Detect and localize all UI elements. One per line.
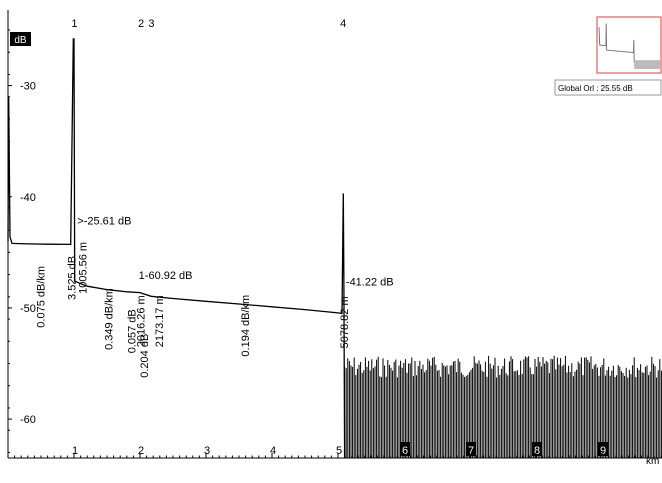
overview-noise xyxy=(634,60,660,69)
x-tick-label-bg xyxy=(598,442,608,456)
y-tick-label: -30 xyxy=(20,81,36,93)
annotation-label: 1-60.92 dB xyxy=(139,270,193,282)
x-tick-label: 9 xyxy=(600,445,606,457)
vertical-annotation-label: 2016.26 m xyxy=(136,295,148,347)
event-number: 4 xyxy=(340,18,346,30)
x-tick-label-bg xyxy=(532,442,542,456)
vertical-annotation-label: 0.194 dB/km xyxy=(240,295,252,357)
noise-floor xyxy=(344,355,662,458)
annotation-label: -41.22 dB xyxy=(346,277,394,289)
y-unit-badge xyxy=(10,32,31,46)
y-axis: -30 -40 -50 -60 xyxy=(8,29,36,453)
x-tick-label: 1 xyxy=(72,445,78,457)
trace-polyline xyxy=(7,38,346,459)
y-axis-label: dB xyxy=(14,35,27,46)
x-tick-label: 4 xyxy=(270,445,276,457)
x-tick-label: 7 xyxy=(468,445,474,457)
event-number: 2 xyxy=(138,18,144,30)
annotation-label: >-25.61 dB xyxy=(77,216,131,228)
vertical-annotation-label: 0.057 dB xyxy=(126,309,138,353)
event-number: 1 xyxy=(71,18,77,30)
y-tick-label: -60 xyxy=(20,414,36,426)
x-tick-label: 8 xyxy=(534,445,540,457)
vertical-annotation-label: 5078.82 m xyxy=(339,296,351,348)
global-orl-label: Global Orl : 25.55 dB xyxy=(558,84,633,93)
x-tick-label: 2 xyxy=(138,445,144,457)
overview-trace xyxy=(598,23,635,63)
vertical-annotation-label: 2173.17 m xyxy=(154,295,166,347)
vertical-annotation-label: 0.204 dB xyxy=(139,334,151,378)
y-tick-label: -50 xyxy=(20,303,36,315)
x-tick-label-bg xyxy=(400,442,410,456)
vertical-annotation-label: 1005.56 m xyxy=(78,242,90,294)
x-tick-label-bg xyxy=(466,442,476,456)
annotations: >-25.61 dB 1-60.92 dB -41.22 dB xyxy=(77,216,393,289)
noise-floor-bars xyxy=(344,355,662,458)
overview-thumbnail[interactable] xyxy=(596,16,662,74)
x-tick-label: 3 xyxy=(204,445,210,457)
x-axis-label: km xyxy=(646,456,659,467)
x-axis: 1 2 3 4 5 6 7 8 9 xyxy=(14,442,662,458)
global-orl-box xyxy=(554,79,662,96)
vertical-annotation-label: 3.525 dB xyxy=(66,256,78,300)
vertical-annotation-label: 0.349 dB/km xyxy=(103,288,115,350)
vertical-annotations: 0.075 dB/km 3.525 dB 1005.56 m 0.349 dB/km 0… xyxy=(35,242,351,378)
vertical-annotation-label: 0.075 dB/km xyxy=(35,266,47,328)
event-number: 3 xyxy=(148,18,154,30)
y-tick-label: -40 xyxy=(20,192,36,204)
trace-line xyxy=(7,38,346,459)
x-tick-label: 5 xyxy=(336,445,342,457)
x-tick-label: 6 xyxy=(402,445,408,457)
